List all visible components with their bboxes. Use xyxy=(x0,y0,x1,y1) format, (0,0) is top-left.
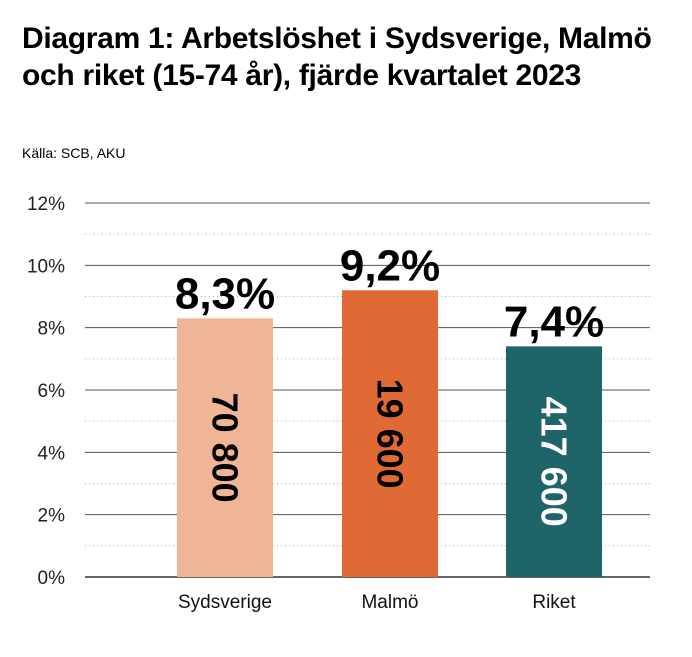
count-label: 19 600 xyxy=(370,379,411,489)
y-tick-label: 12% xyxy=(27,194,65,215)
bar-malmö xyxy=(342,290,438,577)
value-label: 7,4% xyxy=(504,297,604,346)
x-category-label: Riket xyxy=(532,592,576,613)
y-tick-label: 0% xyxy=(38,568,66,589)
count-label: 417 600 xyxy=(534,397,575,527)
bar-sydsverige xyxy=(177,318,273,577)
y-tick-label: 2% xyxy=(38,506,66,527)
x-category-label: Malmö xyxy=(361,592,418,613)
value-label: 9,2% xyxy=(340,241,440,290)
y-tick-label: 4% xyxy=(38,443,66,464)
count-label: 70 800 xyxy=(205,393,246,503)
chart-source: Källa: SCB, AKU xyxy=(22,145,126,161)
bar-riket xyxy=(506,346,602,577)
x-category-label: Sydsverige xyxy=(178,592,272,613)
y-tick-label: 8% xyxy=(38,319,66,340)
chart-title: Diagram 1: Arbetslöshet i Sydsverige, Ma… xyxy=(22,22,652,92)
y-tick-label: 10% xyxy=(27,256,65,277)
y-tick-label: 6% xyxy=(38,381,66,402)
value-label: 8,3% xyxy=(175,269,275,318)
